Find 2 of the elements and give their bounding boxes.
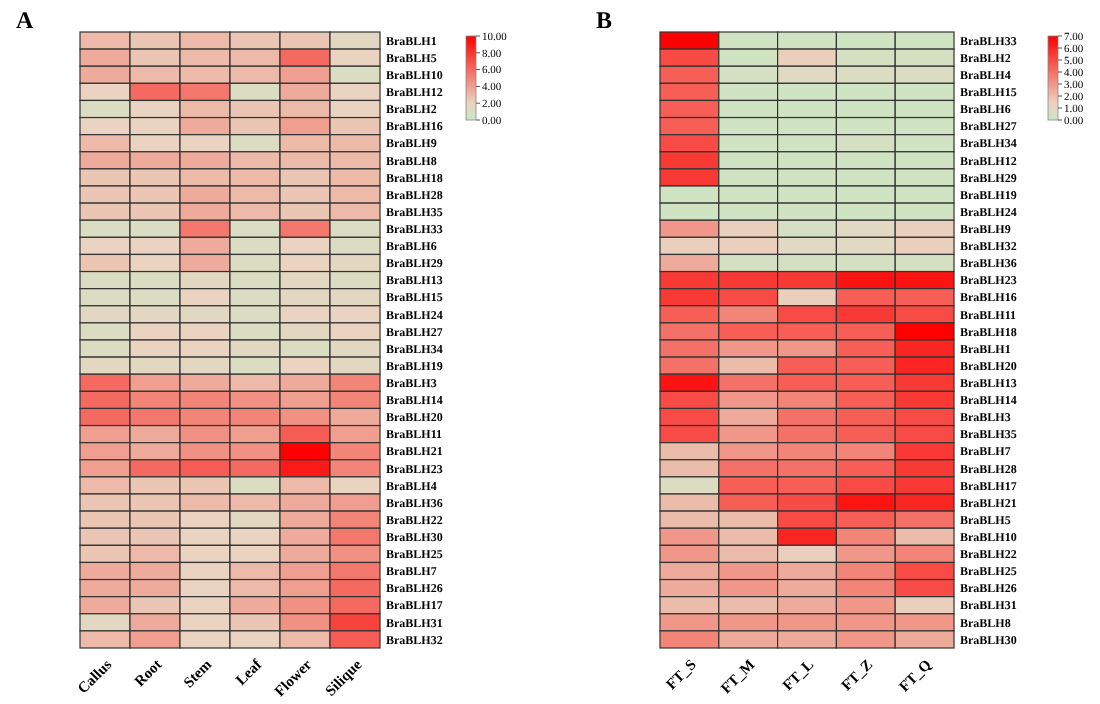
chart-title: B <box>596 6 613 34</box>
chart-title: A <box>16 6 34 34</box>
